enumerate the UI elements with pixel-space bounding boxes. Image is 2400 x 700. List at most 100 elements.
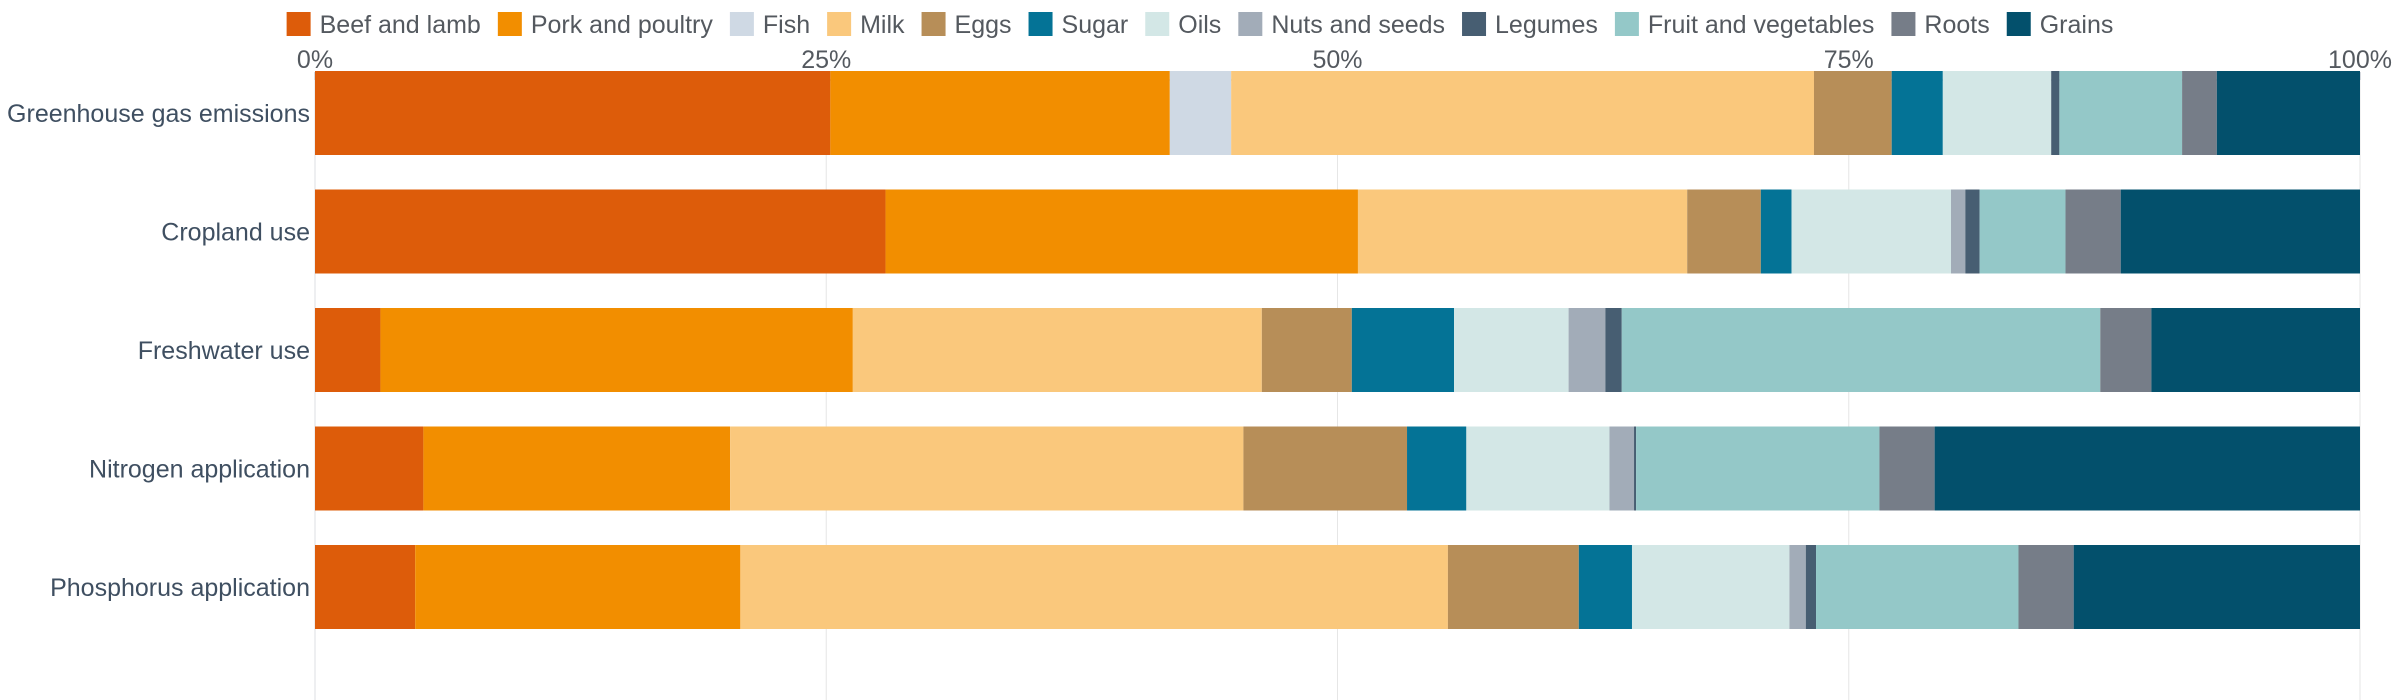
legend-label-milk: Milk (860, 11, 905, 39)
legend-item-beef-and-lamb[interactable]: Beef and lamb (286, 11, 481, 39)
category-label-nitrogen-application: Nitrogen application (89, 456, 310, 484)
legend-item-fish[interactable]: Fish (729, 11, 810, 39)
legend-label-fish: Fish (763, 11, 810, 39)
legend-swatch-legumes (1462, 12, 1487, 36)
bar-greenhouse-gas-emissions-milk[interactable] (1231, 71, 1814, 155)
bar-phosphorus-application-milk[interactable] (740, 545, 1448, 629)
bar-nitrogen-application-oils[interactable] (1466, 426, 1610, 511)
legend-swatch-beef-and-lamb (286, 12, 311, 36)
bar-cropland-use-fruit-and-vegetables[interactable] (1979, 189, 2066, 274)
bar-phosphorus-application-oils[interactable] (1631, 545, 1790, 629)
legend-label-grains: Grains (2040, 11, 2114, 39)
legend-swatch-grains (2006, 12, 2031, 36)
bar-freshwater-use-pork-and-poultry[interactable] (380, 308, 853, 392)
bar-cropland-use-milk[interactable] (1357, 189, 1688, 274)
bar-greenhouse-gas-emissions-eggs[interactable] (1813, 71, 1892, 155)
bar-nitrogen-application-legumes[interactable] (1634, 426, 1637, 511)
bar-nitrogen-application-nuts-and-seeds[interactable] (1609, 426, 1635, 511)
bar-row-nitrogen-application (315, 426, 2360, 511)
bar-phosphorus-application-grains[interactable] (2073, 545, 2360, 629)
bar-freshwater-use-nuts-and-seeds[interactable] (1568, 308, 1606, 392)
bar-greenhouse-gas-emissions-roots[interactable] (2182, 71, 2217, 155)
bar-freshwater-use-sugar[interactable] (1351, 308, 1455, 392)
legend-item-roots[interactable]: Roots (1891, 11, 1990, 39)
legend-swatch-sugar (1028, 12, 1053, 36)
bar-cropland-use-sugar[interactable] (1760, 189, 1792, 274)
legend: Beef and lamb Pork and poultry Fish Milk Egg… (286, 11, 2114, 39)
bar-cropland-use-pork-and-poultry[interactable] (885, 189, 1358, 274)
bar-greenhouse-gas-emissions-legumes[interactable] (2051, 71, 2060, 155)
category-label-phosphorus-application: Phosphorus application (50, 574, 310, 602)
legend-item-pork-and-poultry[interactable]: Pork and poultry (497, 11, 714, 39)
bar-cropland-use-grains[interactable] (2120, 189, 2360, 274)
bar-freshwater-use-beef-and-lamb[interactable] (315, 308, 381, 392)
legend-item-sugar[interactable]: Sugar (1028, 11, 1129, 39)
legend-item-oils[interactable]: Oils (1145, 11, 1221, 39)
x-tick-label-100: 100% (2328, 46, 2392, 74)
category-label-freshwater-use: Freshwater use (138, 337, 310, 365)
legend-label-fruit-and-vegetables: Fruit and vegetables (1648, 11, 1875, 39)
legend-label-oils: Oils (1178, 11, 1221, 39)
legend-swatch-pork-and-poultry (497, 12, 522, 36)
bar-phosphorus-application-fruit-and-vegetables[interactable] (1816, 545, 2019, 629)
bar-greenhouse-gas-emissions-sugar[interactable] (1891, 71, 1943, 155)
x-tick-label-50: 50% (1312, 46, 1362, 74)
bar-freshwater-use-fruit-and-vegetables[interactable] (1621, 308, 2101, 392)
bar-cropland-use-beef-and-lamb[interactable] (315, 189, 886, 274)
bar-cropland-use-eggs[interactable] (1687, 189, 1761, 274)
bar-freshwater-use-roots[interactable] (2100, 308, 2152, 392)
legend-item-nuts-and-seeds[interactable]: Nuts and seeds (1238, 11, 1445, 39)
legend-swatch-eggs (921, 12, 946, 36)
legend-label-nuts-and-seeds: Nuts and seeds (1271, 11, 1445, 39)
bar-phosphorus-application-legumes[interactable] (1805, 545, 1817, 629)
legend-item-milk[interactable]: Milk (827, 11, 905, 39)
bar-nitrogen-application-fruit-and-vegetables[interactable] (1636, 426, 1880, 511)
bar-cropland-use-nuts-and-seeds[interactable] (1951, 189, 1966, 274)
category-label-greenhouse-gas-emissions: Greenhouse gas emissions (7, 100, 310, 128)
legend-swatch-fish (729, 12, 754, 36)
legend-item-grains[interactable]: Grains (2006, 11, 2114, 39)
bar-cropland-use-legumes[interactable] (1965, 189, 1980, 274)
bar-greenhouse-gas-emissions-fruit-and-vegetables[interactable] (2059, 71, 2183, 155)
bar-phosphorus-application-eggs[interactable] (1447, 545, 1579, 629)
bar-phosphorus-application-nuts-and-seeds[interactable] (1789, 545, 1806, 629)
bar-freshwater-use-grains[interactable] (2151, 308, 2360, 392)
bars (315, 71, 2360, 629)
legend-label-beef-and-lamb: Beef and lamb (320, 11, 481, 39)
bar-nitrogen-application-beef-and-lamb[interactable] (315, 426, 424, 511)
legend-label-roots: Roots (1924, 11, 1989, 39)
bar-row-cropland-use (315, 189, 2360, 274)
legend-item-legumes[interactable]: Legumes (1462, 11, 1598, 39)
bar-freshwater-use-eggs[interactable] (1261, 308, 1352, 392)
bar-nitrogen-application-eggs[interactable] (1243, 426, 1408, 511)
bar-greenhouse-gas-emissions-pork-and-poultry[interactable] (830, 71, 1170, 155)
bar-phosphorus-application-sugar[interactable] (1578, 545, 1632, 629)
y-axis-labels: Greenhouse gas emissions Cropland use Fres… (7, 100, 310, 602)
bar-phosphorus-application-roots[interactable] (2018, 545, 2074, 629)
legend-label-eggs: Eggs (955, 11, 1012, 39)
bar-freshwater-use-legumes[interactable] (1605, 308, 1622, 392)
bar-nitrogen-application-milk[interactable] (730, 426, 1244, 511)
legend-label-sugar: Sugar (1062, 11, 1129, 39)
bar-greenhouse-gas-emissions-fish[interactable] (1169, 71, 1232, 155)
bar-nitrogen-application-grains[interactable] (1934, 426, 2360, 511)
bar-phosphorus-application-pork-and-poultry[interactable] (415, 545, 741, 629)
bar-row-greenhouse-gas-emissions (315, 71, 2360, 155)
bar-cropland-use-oils[interactable] (1791, 189, 1951, 274)
x-tick-label-0: 0% (297, 46, 333, 74)
legend-label-pork-and-poultry: Pork and poultry (531, 11, 714, 39)
legend-item-eggs[interactable]: Eggs (921, 11, 1012, 39)
bar-nitrogen-application-sugar[interactable] (1407, 426, 1467, 511)
bar-nitrogen-application-roots[interactable] (1879, 426, 1935, 511)
bar-greenhouse-gas-emissions-grains[interactable] (2216, 71, 2360, 155)
bar-phosphorus-application-beef-and-lamb[interactable] (315, 545, 416, 629)
bar-freshwater-use-oils[interactable] (1454, 308, 1569, 392)
bar-greenhouse-gas-emissions-oils[interactable] (1942, 71, 2052, 155)
bar-greenhouse-gas-emissions-beef-and-lamb[interactable] (315, 71, 831, 155)
bar-freshwater-use-milk[interactable] (852, 308, 1262, 392)
legend-swatch-milk (827, 12, 852, 36)
bar-cropland-use-roots[interactable] (2065, 189, 2121, 274)
bar-nitrogen-application-pork-and-poultry[interactable] (423, 426, 731, 511)
legend-item-fruit-and-vegetables[interactable]: Fruit and vegetables (1614, 11, 1875, 39)
